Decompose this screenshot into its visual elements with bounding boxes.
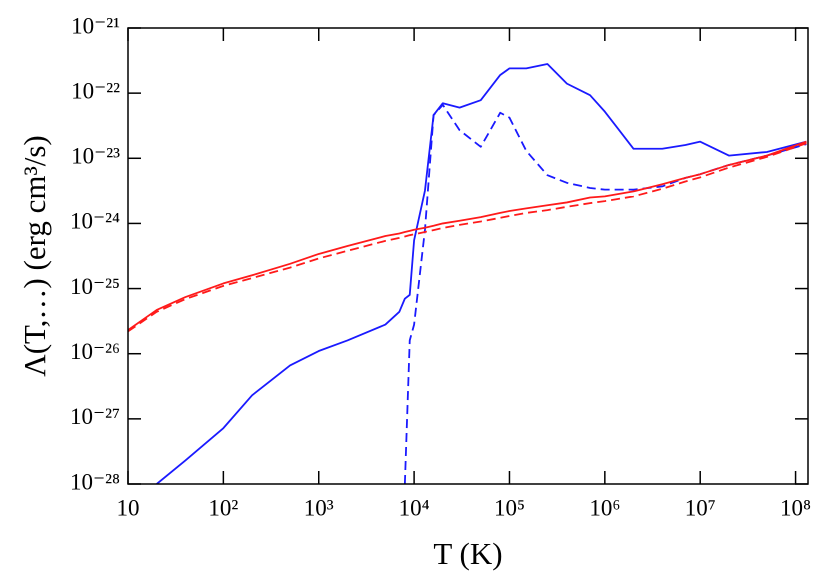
plot-lines — [128, 63, 807, 484]
y-tick-label: 10⁻²⁵ — [70, 274, 120, 299]
series-line — [128, 140, 807, 331]
y-tick-label: 10⁻²² — [71, 78, 120, 103]
x-tick-label: 10 — [117, 495, 140, 520]
series-line — [156, 63, 807, 484]
x-tick-label: 10² — [208, 495, 238, 520]
y-tick-label: 10⁻²⁶ — [70, 339, 120, 364]
series-line — [403, 104, 807, 484]
x-tick-label: 10⁷ — [685, 495, 716, 520]
x-tick-label: 10⁴ — [399, 495, 430, 520]
x-tick-label: 10⁸ — [780, 495, 811, 520]
x-tick-label: 10⁵ — [494, 495, 525, 520]
y-tick-label: 10⁻²⁸ — [70, 469, 120, 494]
series-line — [128, 142, 807, 333]
y-axis-title: Λ(T,…) (erg cm³/s) — [17, 135, 52, 377]
y-tick-label: 10⁻²⁷ — [70, 404, 120, 429]
y-tick-label: 10⁻²³ — [71, 144, 120, 169]
x-axis-title: T (K) — [433, 536, 502, 571]
y-tick-label: 10⁻²¹ — [71, 13, 120, 38]
x-tick-label: 10³ — [304, 495, 334, 520]
y-tick-label: 10⁻²⁴ — [70, 209, 120, 234]
x-tick-label: 10⁶ — [589, 495, 620, 520]
plot-frame — [127, 27, 809, 485]
